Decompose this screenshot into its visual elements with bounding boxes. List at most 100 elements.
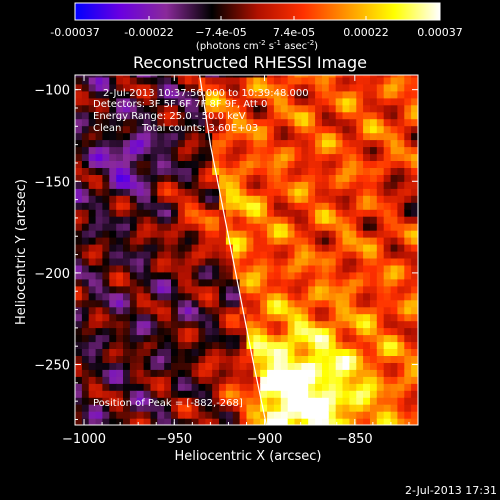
heatmap-cell <box>225 278 234 287</box>
heatmap-cell <box>75 146 83 155</box>
heatmap-cell <box>150 167 158 175</box>
heatmap-cell <box>143 195 152 203</box>
heatmap-cell <box>109 83 117 92</box>
heatmap-cell <box>397 278 405 287</box>
heatmap-cell <box>411 195 418 203</box>
heatmap-cell <box>150 153 158 161</box>
heatmap-cell <box>212 250 220 259</box>
heatmap-cell <box>123 244 131 252</box>
heatmap-cell <box>184 306 193 315</box>
heatmap-cell <box>356 76 364 85</box>
heatmap-cell <box>376 355 385 363</box>
heatmap-cell <box>191 313 200 322</box>
heatmap-cell <box>280 230 289 238</box>
heatmap-cell <box>267 111 275 120</box>
heatmap-cell <box>397 313 405 322</box>
heatmap-cell <box>342 306 350 315</box>
heatmap-cell <box>280 250 289 259</box>
heatmap-cell <box>253 132 261 141</box>
heatmap-cell <box>177 264 186 273</box>
heatmap-cell <box>198 418 206 425</box>
heatmap-cell <box>171 230 179 238</box>
heatmap-cell <box>184 299 193 308</box>
heatmap-cell <box>136 285 145 294</box>
heatmap-cell <box>164 250 172 259</box>
heatmap-cell <box>75 244 83 252</box>
heatmap-cell <box>418 140 426 148</box>
heatmap-cell <box>280 369 289 377</box>
heatmap-cell <box>143 209 152 217</box>
heatmap-cell <box>315 195 323 203</box>
heatmap-cell <box>287 334 296 343</box>
heatmap-cell <box>322 418 330 425</box>
heatmap-cell <box>136 75 145 78</box>
heatmap-cell <box>294 327 302 336</box>
heatmap-cell <box>129 132 138 141</box>
heatmap-cell <box>143 257 152 266</box>
heatmap-cell <box>363 167 371 175</box>
heatmap-cell <box>136 327 145 336</box>
heatmap-cell <box>322 111 330 120</box>
heatmap-cell <box>239 216 248 224</box>
heatmap-cell <box>239 390 248 398</box>
heatmap-cell <box>322 292 330 301</box>
heatmap-cell <box>383 313 392 322</box>
heatmap-cell <box>315 118 323 127</box>
heatmap-cell <box>411 76 418 85</box>
heatmap-cell <box>136 341 145 349</box>
heatmap-cell <box>150 160 158 168</box>
heatmap-cell <box>342 299 350 308</box>
heatmap-cell <box>198 139 206 148</box>
heatmap-cell <box>246 369 254 377</box>
heatmap-cell <box>212 348 220 356</box>
heatmap-cell <box>75 327 83 336</box>
heatmap-cell <box>418 230 426 238</box>
heatmap-cell <box>363 174 371 182</box>
heatmap-cell <box>109 216 117 224</box>
heatmap-cell <box>267 244 275 252</box>
heatmap-cell <box>212 327 220 336</box>
heatmap-cell <box>102 146 110 155</box>
heatmap-cell <box>191 418 200 425</box>
heatmap-cell <box>390 83 399 92</box>
heatmap-cell <box>260 181 268 189</box>
heatmap-cell <box>397 271 405 280</box>
heatmap-cell <box>150 313 158 322</box>
heatmap-cell <box>75 355 83 363</box>
heatmap-cell <box>184 404 193 412</box>
heatmap-cell <box>184 125 193 134</box>
heatmap-cell <box>287 250 296 259</box>
heatmap-cell <box>411 390 418 398</box>
heatmap-cell <box>75 139 83 148</box>
heatmap-cell <box>246 292 254 301</box>
heatmap-cell <box>102 125 110 134</box>
heatmap-cell <box>397 160 405 168</box>
heatmap-cell <box>287 418 296 425</box>
heatmap-cell <box>301 174 309 182</box>
heatmap-cell <box>205 418 213 425</box>
heatmap-cell <box>315 376 323 384</box>
heatmap-cell <box>356 334 364 343</box>
heatmap-cell <box>404 202 412 210</box>
heatmap-cell <box>95 369 104 377</box>
heatmap-cell <box>75 223 83 231</box>
heatmap-cell <box>164 411 172 419</box>
heatmap-cell <box>109 369 117 377</box>
heatmap-cell <box>335 250 344 259</box>
heatmap-cell <box>294 411 302 419</box>
heatmap-cell <box>225 111 234 120</box>
heatmap-cell <box>198 320 206 329</box>
heatmap-cell <box>370 132 378 141</box>
heatmap-cell <box>287 167 296 175</box>
heatmap-cell <box>184 216 193 224</box>
heatmap-cell <box>390 167 399 175</box>
heatmap-cell <box>383 167 392 175</box>
heatmap-cell <box>390 202 399 210</box>
heatmap-cell <box>129 104 138 113</box>
heatmap-cell <box>116 278 124 287</box>
heatmap-cell <box>267 83 275 92</box>
heatmap-cell <box>308 181 316 189</box>
heatmap-cell <box>363 257 371 266</box>
heatmap-cell <box>273 118 282 127</box>
heatmap-cell <box>335 230 344 238</box>
